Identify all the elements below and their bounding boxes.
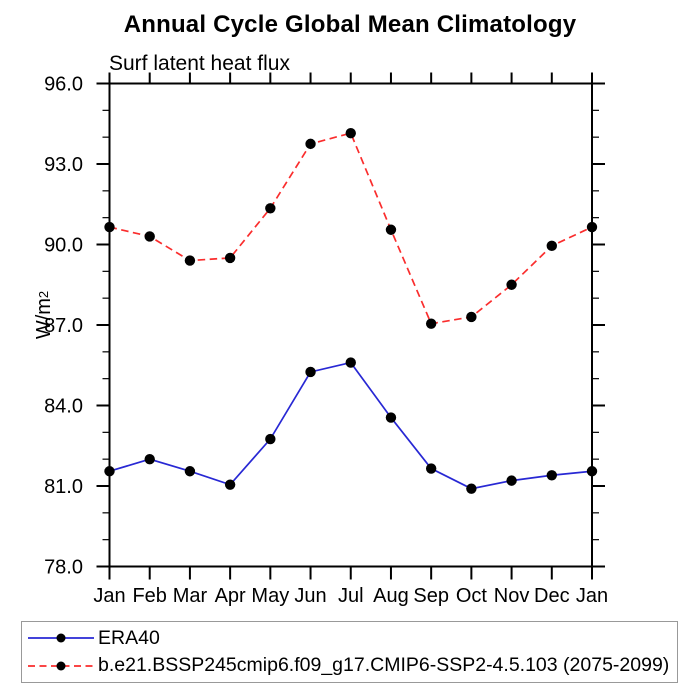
- y-tick-label: 81.0: [44, 476, 83, 498]
- x-tick-label: Jul: [338, 585, 364, 607]
- series-marker-1: [305, 138, 316, 150]
- x-tick-label: Jun: [294, 585, 326, 607]
- x-tick-label: Jan: [93, 585, 125, 607]
- series-marker-1: [184, 255, 196, 266]
- series-marker-1: [546, 240, 557, 252]
- series-marker-0: [466, 483, 477, 494]
- x-tick-label: Aug: [373, 585, 409, 607]
- series-marker-1: [466, 311, 477, 323]
- series-marker-0: [506, 475, 517, 486]
- series-marker-0: [385, 412, 397, 423]
- legend-box: ERA40 b.e21.BSSP245cmip6.f09_g17.CMIP6-S…: [21, 621, 678, 683]
- x-tick-label: Jan: [576, 585, 608, 607]
- series-marker-0: [345, 357, 356, 368]
- series-marker-0: [305, 366, 316, 378]
- y-tick-label: 84.0: [44, 396, 83, 418]
- series-marker-1: [265, 203, 276, 214]
- series-marker-0: [265, 433, 276, 445]
- chart-title: Annual Cycle Global Mean Climatology: [123, 11, 577, 38]
- legend-label-era40: ERA40: [98, 626, 160, 649]
- chart-subtitle: Surf latent heat flux: [109, 52, 290, 75]
- y-tick-label: 90.0: [44, 235, 83, 257]
- legend-marker-dot: [56, 661, 66, 671]
- legend-marker-dot: [56, 633, 66, 643]
- x-tick-label: Mar: [173, 585, 208, 607]
- legend-sample-0: [28, 633, 94, 643]
- series-marker-1: [385, 224, 397, 235]
- series-marker-0: [184, 466, 196, 477]
- y-tick-label: 78.0: [44, 557, 83, 579]
- series-marker-1: [104, 221, 115, 233]
- legend-sample-1: [28, 661, 94, 671]
- series-line-0: [109, 361, 593, 490]
- series-marker-0: [224, 479, 236, 490]
- series-marker-1: [586, 221, 598, 233]
- series-marker-1: [506, 279, 517, 290]
- x-tick-label: Dec: [534, 585, 570, 607]
- x-tick-label: Feb: [132, 585, 166, 607]
- legend-entry-model: b.e21.BSSP245cmip6.f09_g17.CMIP6-SSP2-4.…: [22, 654, 677, 677]
- series-line-1: [109, 132, 593, 325]
- series-marker-0: [546, 470, 557, 481]
- x-tick-label: Apr: [215, 585, 246, 607]
- y-tick-label: 93.0: [44, 154, 83, 176]
- x-tick-label: Nov: [494, 585, 530, 607]
- series-marker-0: [586, 466, 598, 477]
- series-marker-1: [144, 231, 155, 242]
- series-marker-1: [345, 127, 356, 139]
- legend-label-model: b.e21.BSSP245cmip6.f09_g17.CMIP6-SSP2-4.…: [98, 654, 670, 677]
- series-marker-1: [224, 252, 236, 264]
- series-marker-0: [425, 463, 437, 474]
- x-tick-label: May: [251, 585, 289, 607]
- series-marker-0: [104, 466, 115, 477]
- series-marker-1: [425, 318, 437, 329]
- y-tick-label: 96.0: [44, 74, 83, 96]
- x-tick-label: Oct: [456, 585, 488, 607]
- legend-entry-era40: ERA40: [22, 627, 677, 650]
- x-tick-label: Sep: [413, 585, 449, 607]
- series-marker-0: [144, 453, 155, 465]
- y-tick-label: 87.0: [44, 315, 83, 337]
